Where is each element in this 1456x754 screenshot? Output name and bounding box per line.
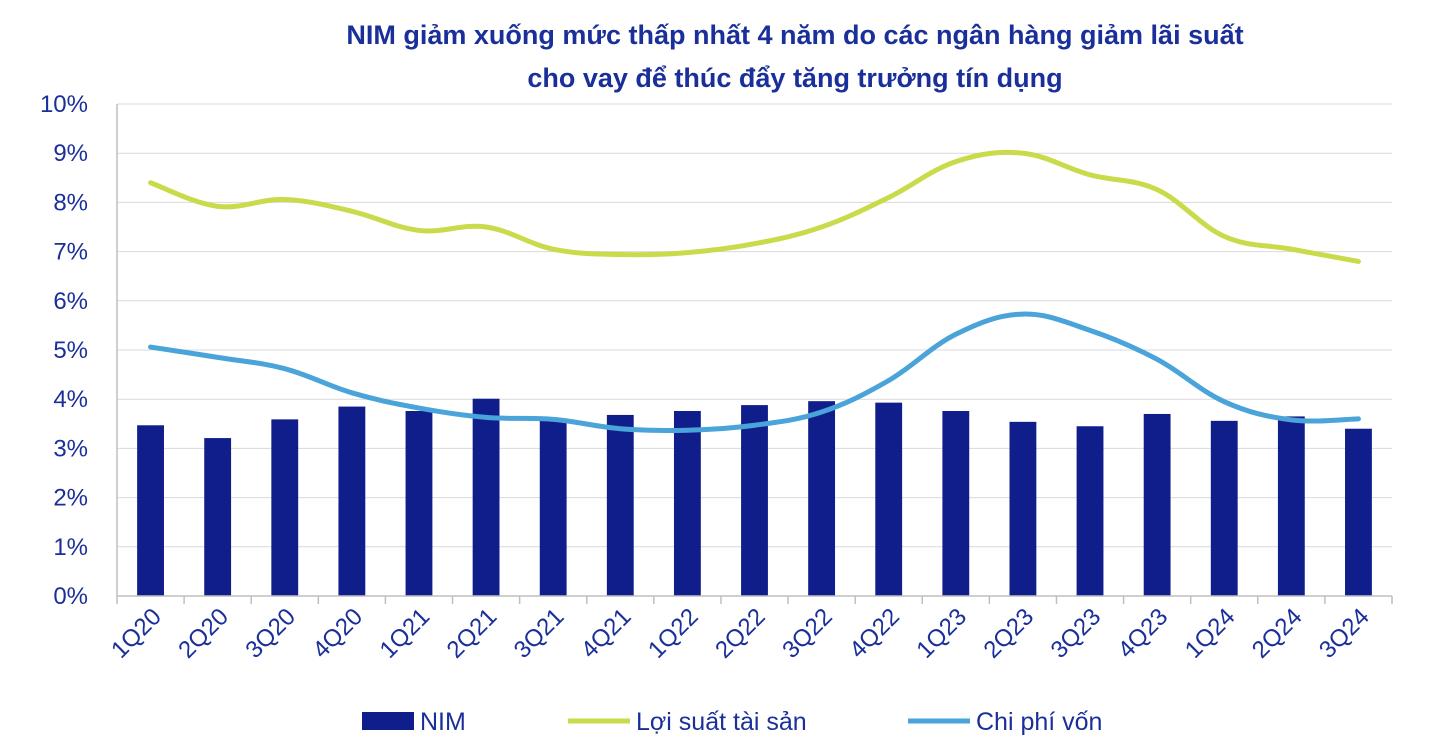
- chart-title-line-1: NIM giảm xuống mức thấp nhất 4 năm do cá…: [346, 20, 1243, 50]
- y-tick-label: 2%: [53, 485, 88, 512]
- nim-bar: [472, 398, 500, 596]
- x-tick-label: 1Q21: [375, 603, 436, 664]
- nim-bars: [137, 398, 1372, 596]
- nim-bar: [1143, 413, 1171, 596]
- x-tick-label: 4Q23: [1113, 603, 1174, 664]
- x-tick-label: 1Q23: [911, 603, 972, 664]
- y-tick-label: 6%: [53, 288, 88, 315]
- x-tick-label: 2Q24: [1247, 603, 1308, 664]
- nim-bar: [338, 406, 366, 596]
- chart-title-line-2: cho vay để thúc đẩy tăng trưởng tín dụng: [527, 63, 1062, 93]
- legend-label: Chi phí vốn: [976, 708, 1102, 736]
- y-tick-label: 8%: [53, 189, 88, 216]
- nim-bar: [1009, 421, 1037, 596]
- nim-bar: [204, 438, 232, 596]
- nim-bar: [673, 411, 701, 596]
- cost-of-funds-line: [148, 311, 1361, 434]
- nim-bar: [942, 411, 970, 596]
- x-tick-label: 1Q20: [106, 603, 167, 664]
- nim-bar: [875, 402, 903, 596]
- nim-bar: [539, 418, 567, 596]
- x-tick-label: 2Q23: [979, 603, 1040, 664]
- legend-swatch-nim: [362, 712, 414, 730]
- x-tick-label: 3Q23: [1046, 603, 1107, 664]
- x-tick-label: 3Q22: [777, 603, 838, 664]
- x-tick-label: 1Q24: [1180, 603, 1241, 664]
- legend-label: Lợi suất tài sản: [636, 708, 807, 736]
- nim-bar: [137, 425, 164, 596]
- x-tick-label: 4Q21: [576, 603, 637, 664]
- y-tick-label: 1%: [53, 534, 88, 561]
- nim-bar: [271, 419, 299, 596]
- nim-bar: [405, 411, 433, 596]
- nim-bar: [1277, 416, 1305, 596]
- y-tick-labels: 0% 1% 2% 3% 4% 5% 6% 7% 8% 9% 10%: [40, 91, 88, 610]
- x-tick-label: 1Q22: [643, 603, 704, 664]
- y-tick-label: 9%: [53, 140, 88, 167]
- x-tick-label: 4Q22: [844, 603, 905, 664]
- legend: NIM Lợi suất tài sản Chi phí vốn: [362, 708, 1102, 736]
- x-tick-labels: 1Q20 2Q20 3Q20 4Q20 1Q21 2Q21 3Q21 4Q21 1Q22 2Q22…: [106, 603, 1375, 664]
- legend-label: NIM: [420, 708, 466, 736]
- asset-yield-line: [148, 149, 1361, 264]
- y-tick-label: 5%: [53, 337, 88, 364]
- x-tick-label: 4Q20: [307, 603, 368, 664]
- x-tick-label: 2Q22: [710, 603, 771, 664]
- y-tick-label: 3%: [53, 435, 88, 462]
- nim-bar: [1210, 420, 1238, 596]
- x-tick-label: 3Q21: [509, 603, 570, 664]
- x-tick-label: 2Q21: [442, 603, 503, 664]
- x-tick-label: 3Q24: [1314, 603, 1375, 664]
- y-tick-label: 0%: [53, 583, 88, 610]
- y-tick-label: 10%: [40, 91, 88, 118]
- x-tick-label: 3Q20: [240, 603, 301, 664]
- axes: [116, 104, 1393, 604]
- y-tick-label: 4%: [53, 386, 88, 413]
- nim-bar: [741, 405, 768, 596]
- nim-bar: [1345, 428, 1372, 596]
- nim-bar: [606, 414, 634, 596]
- y-tick-label: 7%: [53, 239, 88, 266]
- x-tick-label: 2Q20: [173, 603, 234, 664]
- nim-bar: [808, 401, 836, 596]
- grid-lines: [117, 103, 1392, 548]
- nim-bar: [1076, 426, 1104, 596]
- series-lines: [148, 149, 1361, 434]
